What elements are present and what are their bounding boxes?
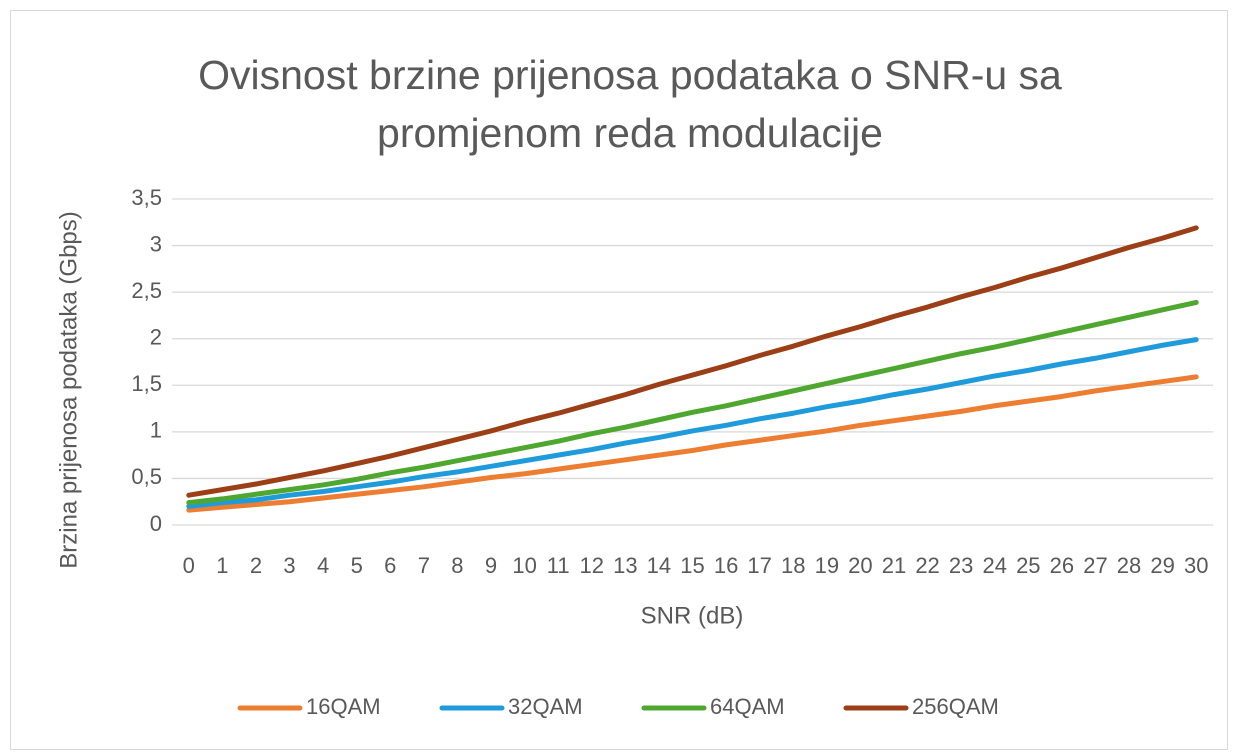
x-tick-label: 8 <box>451 553 463 578</box>
y-tick-label: 3 <box>150 231 162 256</box>
x-tick-label: 26 <box>1050 553 1074 578</box>
x-tick-label: 6 <box>384 553 396 578</box>
y-tick-label: 0 <box>150 511 162 536</box>
chart-frame <box>10 10 1228 750</box>
x-tick-label: 12 <box>580 553 604 578</box>
x-tick-label: 13 <box>613 553 637 578</box>
x-tick-label: 4 <box>317 553 329 578</box>
legend-label: 32QAM <box>508 694 583 719</box>
x-tick-label: 19 <box>815 553 839 578</box>
y-axis-title: Brzina prijenosa podataka (Gbps) <box>55 211 82 569</box>
chart-title: Ovisnost brzine prijenosa podataka o SNR… <box>198 52 1062 156</box>
x-tick-label: 0 <box>183 553 195 578</box>
series-line <box>186 337 1199 509</box>
series-line <box>186 225 1199 498</box>
legend-label: 256QAM <box>912 694 999 719</box>
x-tick-label: 22 <box>915 553 939 578</box>
x-tick-label: 2 <box>250 553 262 578</box>
x-tick-label: 9 <box>485 553 497 578</box>
x-tick-label: 27 <box>1083 553 1107 578</box>
y-tick-label: 0,5 <box>131 464 162 489</box>
x-tick-label: 15 <box>680 553 704 578</box>
x-tick-label: 17 <box>747 553 771 578</box>
x-tick-label: 29 <box>1150 553 1174 578</box>
x-tick-label: 10 <box>512 553 536 578</box>
x-tick-label: 18 <box>781 553 805 578</box>
x-tick-label: 16 <box>714 553 738 578</box>
y-tick-label: 2 <box>150 325 162 350</box>
y-tick-label: 3,5 <box>131 185 162 210</box>
x-tick-label: 23 <box>949 553 973 578</box>
x-tick-label: 1 <box>216 553 228 578</box>
x-tick-label: 11 <box>547 553 570 578</box>
y-tick-label: 1,5 <box>131 371 162 396</box>
x-tick-label: 24 <box>982 553 1006 578</box>
x-tick-label: 21 <box>882 553 906 578</box>
x-tick-label: 20 <box>848 553 872 578</box>
series-line <box>186 374 1199 513</box>
series-line <box>186 299 1199 506</box>
x-tick-label: 5 <box>351 553 363 578</box>
legend-label: 64QAM <box>710 694 785 719</box>
x-tick-label: 30 <box>1184 553 1208 578</box>
x-tick-label: 28 <box>1117 553 1141 578</box>
x-tick-label: 3 <box>283 553 295 578</box>
y-tick-label: 1 <box>150 418 162 443</box>
x-tick-label: 14 <box>647 553 671 578</box>
x-tick-label: 7 <box>418 553 430 578</box>
x-axis-title: SNR (dB) <box>641 602 744 629</box>
x-tick-label: 25 <box>1016 553 1040 578</box>
legend-label: 16QAM <box>306 694 381 719</box>
y-tick-label: 2,5 <box>131 278 162 303</box>
